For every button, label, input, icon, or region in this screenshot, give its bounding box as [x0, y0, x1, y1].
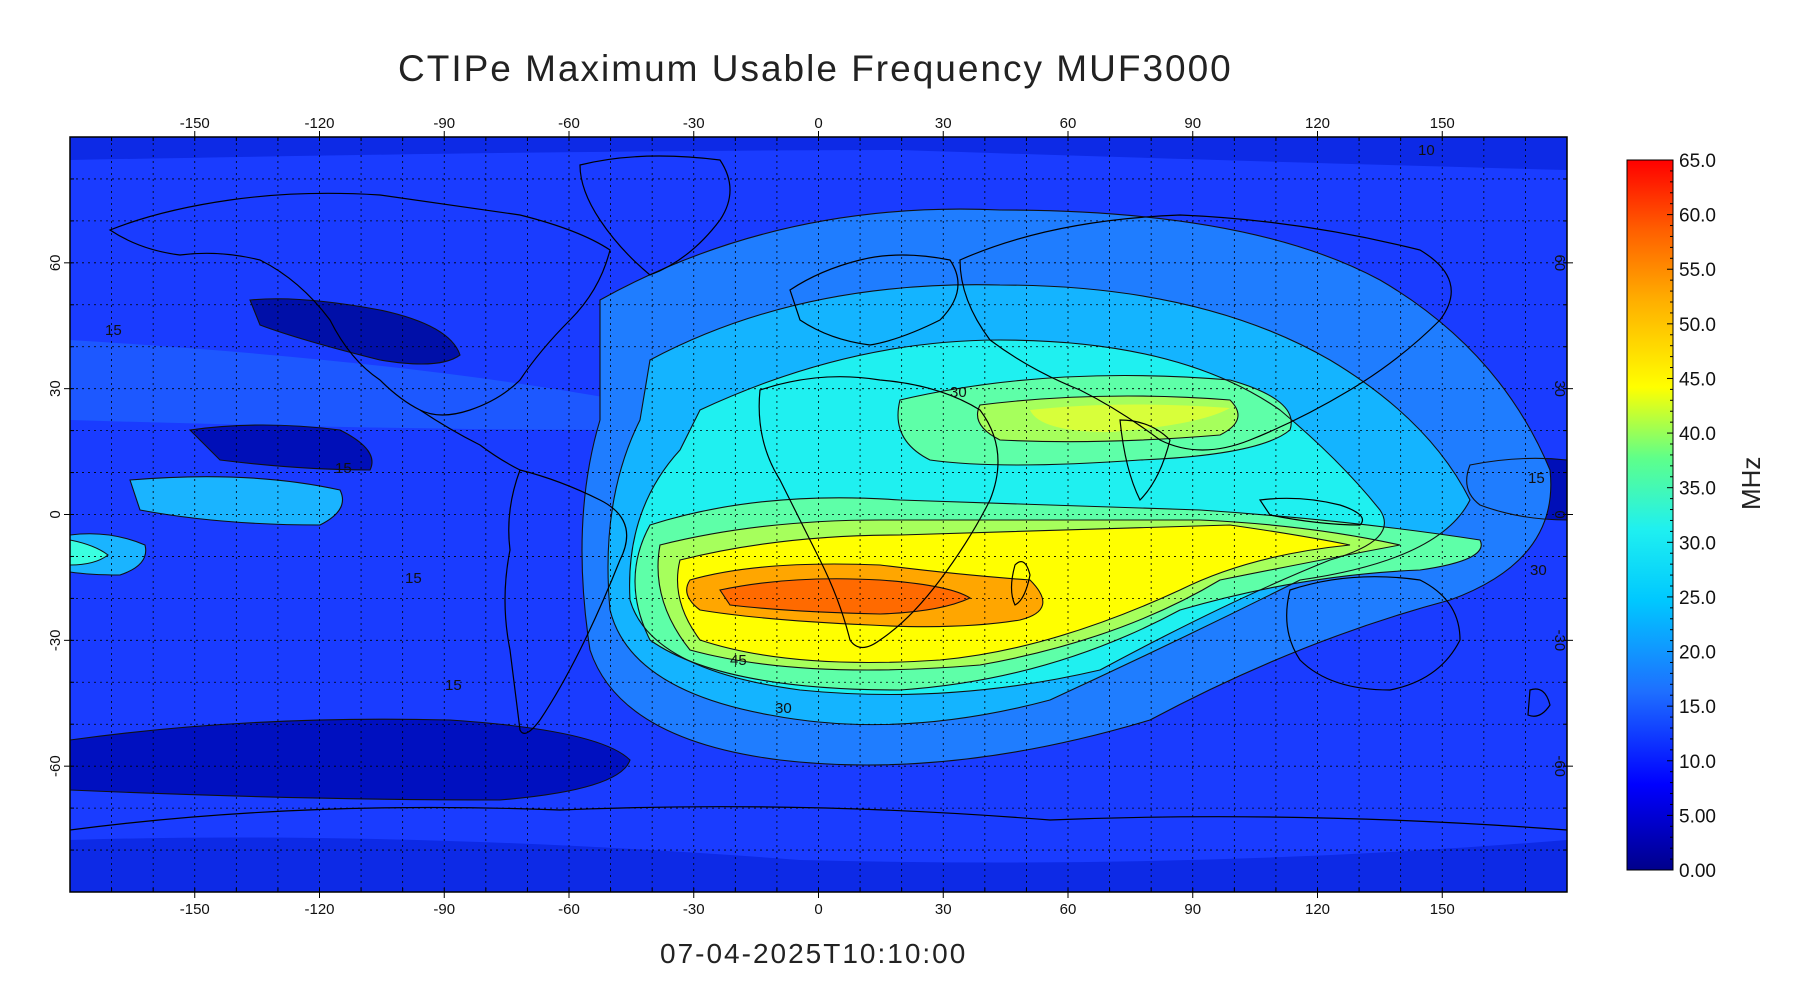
contour-patch-pacific-west-core: [70, 540, 108, 565]
lon-tick-label-top: 0: [814, 115, 822, 132]
contour-label: 15: [105, 322, 122, 339]
colorbar-tick-label: 45.0: [1679, 369, 1716, 390]
lon-tick-label-bottom: 0: [814, 901, 822, 918]
contour-low-patch-pacific-north: [190, 425, 372, 470]
contour-north-polar-band: [70, 137, 1567, 170]
colorbar-tick-label: 50.0: [1679, 315, 1716, 336]
contour-value-labels: 15 15 15 15 15 30 30 30 45 10: [105, 142, 1547, 717]
lon-tick-label-top: 60: [1060, 115, 1077, 132]
colorbar-tick-label: 55.0: [1679, 260, 1716, 281]
lon-tick-label-bottom: 90: [1184, 901, 1201, 918]
lat-tick-label-right: 60: [1551, 254, 1568, 271]
contour-lines: [70, 208, 1567, 801]
contour-label: 30: [950, 384, 967, 401]
colorbar-tick-label: 40.0: [1679, 424, 1716, 445]
lon-tick-label-bottom: -90: [433, 901, 455, 918]
lon-tick-label-top: 30: [935, 115, 952, 132]
contour-south-lobe-55: [720, 578, 970, 614]
colorbar-unit-label: MHz: [1736, 456, 1766, 510]
colorbar-tick-labels: 0.00 5.00 10.0 15.0 20.0 25.0 30.0 35.0 40.0 45.0…: [1679, 151, 1716, 882]
contour-label: 30: [775, 700, 792, 717]
contour-label: 10: [1418, 142, 1435, 159]
contour-label: 45: [730, 652, 747, 669]
lon-tick-label-top: -120: [304, 115, 334, 132]
lon-tick-label-top: 150: [1430, 115, 1455, 132]
lat-tick-label-left: -30: [47, 629, 64, 651]
lon-tick-label-top: -30: [683, 115, 705, 132]
lat-tick-label-right: -30: [1551, 629, 1568, 651]
colorbar-tick-label: 35.0: [1679, 479, 1716, 500]
lon-tick-label-bottom: -60: [558, 901, 580, 918]
contour-label: 15: [1528, 470, 1545, 487]
colorbar-tick-label: 25.0: [1679, 588, 1716, 609]
contour-patch-pacific-cyan: [130, 476, 343, 525]
lon-tick-label-top: -150: [180, 115, 210, 132]
colorbar-tick-label: 10.0: [1679, 752, 1716, 773]
contour-label: 30: [1530, 562, 1547, 579]
lon-tick-label-top: 120: [1305, 115, 1330, 132]
lon-tick-label-bottom: 30: [935, 901, 952, 918]
axis-ticks: [64, 131, 1573, 898]
contour-label: 15: [335, 460, 352, 477]
lat-tick-label-right: 30: [1551, 380, 1568, 397]
axis-tick-labels: -150 -150 -120 -120 -90 -90 -60 -60 -30 -30 0 0 30 30…: [47, 115, 1568, 918]
colorbar-tick-label: 30.0: [1679, 533, 1716, 554]
colorbar-tick-label: 5.00: [1679, 806, 1716, 827]
lat-tick-label-left: -60: [47, 755, 64, 777]
lon-tick-label-bottom: 120: [1305, 901, 1330, 918]
contour-low-patch-na: [250, 298, 460, 364]
figure-title: CTIPe Maximum Usable Frequency MUF3000: [398, 48, 1233, 89]
lat-tick-label-left: 30: [47, 380, 64, 397]
colorbar-ticks: [1667, 159, 1673, 871]
colorbar-tick-label: 60.0: [1679, 206, 1716, 227]
map-plot-area: 15 15 15 15 15 30 30 30 45 10: [70, 137, 1567, 892]
contour-low-patch-south-pacific: [70, 719, 630, 800]
lon-tick-label-bottom: -30: [683, 901, 705, 918]
lat-tick-label-right: -60: [1551, 755, 1568, 777]
coastlines: [70, 155, 1567, 831]
contour-label: 15: [445, 677, 462, 694]
lon-tick-label-bottom: -120: [304, 901, 334, 918]
timestamp-label: 07-04-2025T10:10:00: [660, 938, 968, 969]
lat-tick-label-left: 0: [47, 510, 64, 518]
colorbar-tick-label: 15.0: [1679, 697, 1716, 718]
lon-tick-label-top: 90: [1184, 115, 1201, 132]
lon-tick-label-top: -90: [433, 115, 455, 132]
lat-tick-label-right: 0: [1551, 510, 1568, 518]
colorbar: [1626, 159, 1674, 871]
lat-tick-label-left: 60: [47, 254, 64, 271]
lon-tick-label-top: -60: [558, 115, 580, 132]
lon-tick-label-bottom: -150: [180, 901, 210, 918]
lon-tick-label-bottom: 150: [1430, 901, 1455, 918]
colorbar-tick-label: 20.0: [1679, 643, 1716, 664]
lon-tick-label-bottom: 60: [1060, 901, 1077, 918]
contour-band-tropical-north: [70, 340, 630, 430]
colorbar-tick-label: 65.0: [1679, 151, 1716, 172]
colorbar-tick-label: 0.00: [1679, 861, 1716, 882]
contour-label: 15: [405, 570, 422, 587]
